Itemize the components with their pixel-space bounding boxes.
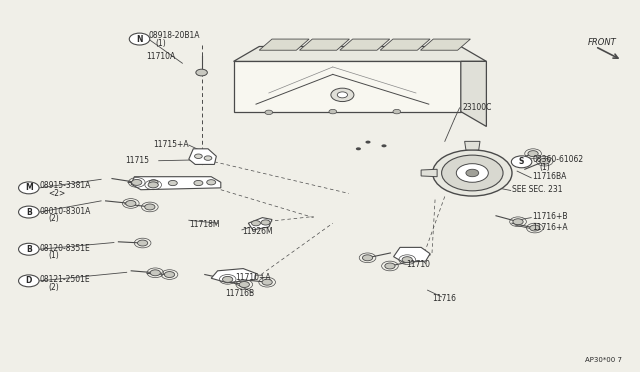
Text: 11710+A: 11710+A — [236, 273, 271, 282]
Circle shape — [164, 272, 175, 278]
Circle shape — [19, 182, 39, 194]
Text: (1): (1) — [48, 251, 59, 260]
Circle shape — [125, 201, 136, 206]
Polygon shape — [420, 39, 470, 50]
Text: B: B — [26, 208, 31, 217]
Text: N: N — [136, 35, 143, 44]
Text: 08120-8351E: 08120-8351E — [40, 244, 90, 253]
Text: 11716+B: 11716+B — [532, 212, 568, 221]
Text: 08010-8301A: 08010-8301A — [40, 207, 91, 216]
Circle shape — [149, 180, 158, 185]
Circle shape — [385, 263, 395, 269]
Text: FRONT: FRONT — [588, 38, 616, 47]
Polygon shape — [131, 177, 221, 190]
Circle shape — [329, 109, 337, 114]
Text: 11716B: 11716B — [225, 289, 255, 298]
Polygon shape — [248, 218, 272, 230]
Text: 23100C: 23100C — [462, 103, 492, 112]
Text: D: D — [26, 276, 32, 285]
Text: 11710: 11710 — [406, 260, 430, 269]
Text: 11715: 11715 — [125, 156, 149, 165]
Polygon shape — [300, 39, 349, 50]
Text: B: B — [26, 245, 31, 254]
Circle shape — [433, 150, 512, 196]
Polygon shape — [380, 39, 430, 50]
Polygon shape — [234, 46, 486, 61]
Text: (2): (2) — [48, 283, 59, 292]
Circle shape — [540, 158, 550, 164]
Text: 11710A: 11710A — [146, 52, 175, 61]
Circle shape — [204, 156, 212, 160]
Polygon shape — [211, 269, 256, 283]
Circle shape — [132, 179, 142, 185]
Circle shape — [265, 110, 273, 115]
Text: M: M — [25, 183, 33, 192]
Text: 11718M: 11718M — [189, 220, 220, 229]
Polygon shape — [189, 149, 216, 164]
Polygon shape — [340, 39, 390, 50]
Circle shape — [19, 206, 39, 218]
Circle shape — [148, 182, 158, 188]
Circle shape — [195, 154, 202, 158]
Text: 11716BA: 11716BA — [532, 172, 567, 181]
Circle shape — [19, 243, 39, 255]
Text: (2): (2) — [48, 214, 59, 223]
Text: SEE SEC. 231: SEE SEC. 231 — [512, 185, 563, 194]
Circle shape — [262, 279, 272, 285]
Circle shape — [442, 155, 503, 191]
Circle shape — [466, 169, 479, 177]
Polygon shape — [465, 141, 480, 150]
Circle shape — [19, 275, 39, 287]
Text: 08360-61062: 08360-61062 — [532, 155, 584, 164]
Circle shape — [381, 144, 387, 147]
Polygon shape — [259, 39, 309, 50]
Text: <2>: <2> — [48, 189, 65, 198]
Circle shape — [138, 240, 148, 246]
Text: 08918-20B1A: 08918-20B1A — [148, 31, 200, 40]
Polygon shape — [234, 61, 461, 112]
Polygon shape — [421, 169, 437, 177]
Text: 08915-3381A: 08915-3381A — [40, 182, 91, 190]
Polygon shape — [461, 61, 486, 126]
Text: 11926M: 11926M — [242, 227, 273, 236]
Circle shape — [530, 225, 540, 231]
Text: 11715+A: 11715+A — [154, 140, 189, 149]
Text: 11716+A: 11716+A — [532, 223, 568, 232]
Circle shape — [402, 257, 412, 263]
Circle shape — [393, 109, 401, 114]
Circle shape — [528, 151, 538, 157]
Polygon shape — [394, 247, 430, 262]
Circle shape — [356, 147, 361, 150]
Text: (1): (1) — [155, 39, 166, 48]
Circle shape — [207, 180, 216, 185]
Circle shape — [513, 219, 523, 225]
Circle shape — [145, 204, 155, 210]
Circle shape — [196, 69, 207, 76]
Circle shape — [511, 156, 532, 168]
Circle shape — [129, 33, 150, 45]
Text: (1): (1) — [539, 163, 550, 171]
Circle shape — [337, 92, 348, 98]
Circle shape — [168, 180, 177, 186]
Text: 11716: 11716 — [432, 294, 456, 303]
Circle shape — [365, 141, 371, 144]
Text: 08121-2501E: 08121-2501E — [40, 275, 90, 284]
Circle shape — [150, 270, 161, 276]
Circle shape — [261, 220, 270, 225]
Circle shape — [194, 180, 203, 186]
Circle shape — [331, 88, 354, 102]
Circle shape — [252, 221, 260, 226]
Circle shape — [362, 255, 372, 261]
Text: AP30*00 7: AP30*00 7 — [585, 357, 622, 363]
Circle shape — [456, 164, 488, 182]
Circle shape — [239, 282, 250, 288]
Text: S: S — [519, 157, 524, 166]
Circle shape — [223, 276, 233, 282]
